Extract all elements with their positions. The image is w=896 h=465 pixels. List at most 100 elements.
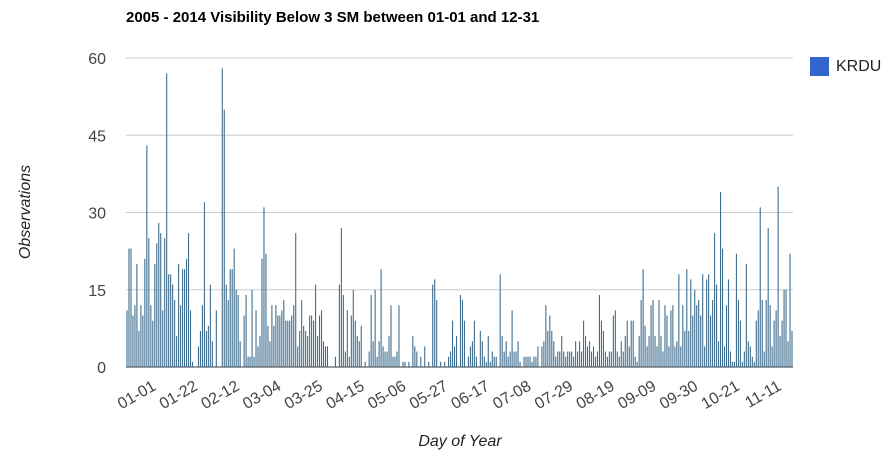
x-tick-label: 01-01 <box>115 378 159 413</box>
y-tick-label: 30 <box>88 206 106 223</box>
bar <box>334 356 336 367</box>
bar <box>307 336 309 367</box>
bar <box>737 300 739 367</box>
bars <box>126 68 793 368</box>
bar <box>545 305 547 367</box>
bar <box>686 269 688 367</box>
bar <box>658 300 660 367</box>
bar <box>279 315 281 367</box>
bar <box>743 351 745 367</box>
bar <box>565 356 567 367</box>
bar <box>698 300 700 367</box>
bar <box>452 320 454 367</box>
bar <box>247 356 249 367</box>
bar <box>751 356 753 367</box>
bar <box>654 336 656 367</box>
bar <box>682 305 684 367</box>
bar <box>535 356 537 367</box>
bar <box>735 253 737 367</box>
bar <box>529 356 531 367</box>
bar <box>553 341 555 367</box>
x-tick-label: 11-11 <box>742 378 784 412</box>
x-tick-label: 06-17 <box>449 378 493 413</box>
bar <box>763 351 765 367</box>
bar <box>489 361 491 367</box>
bar <box>448 356 450 367</box>
legend-swatch <box>810 57 829 76</box>
bar <box>408 361 410 367</box>
bar <box>531 361 533 367</box>
bar <box>700 315 702 367</box>
bar <box>158 222 160 367</box>
x-tick-label: 09-30 <box>657 378 701 413</box>
bar <box>720 191 722 367</box>
bar <box>533 356 535 367</box>
bar <box>227 300 229 367</box>
bar <box>382 346 384 367</box>
bar <box>779 336 781 367</box>
bar <box>614 310 616 367</box>
bar <box>344 351 346 367</box>
bar <box>759 207 761 367</box>
bar <box>725 305 728 367</box>
bar <box>487 336 489 367</box>
bar <box>503 351 505 367</box>
x-tick-label: 05-06 <box>365 378 409 413</box>
bar <box>166 73 168 367</box>
bar <box>495 356 497 367</box>
bar <box>281 310 283 367</box>
bar <box>263 207 265 367</box>
bar <box>541 346 543 367</box>
bar <box>624 336 626 367</box>
bar <box>346 310 348 367</box>
bar <box>384 351 386 367</box>
bar <box>537 346 539 367</box>
bar <box>517 341 519 367</box>
bar <box>215 310 217 367</box>
bar <box>575 341 577 367</box>
bar <box>509 351 511 367</box>
bar <box>638 336 640 367</box>
bar <box>148 238 150 367</box>
bar <box>436 300 438 367</box>
bar <box>596 351 599 367</box>
bar <box>235 289 237 367</box>
bar <box>571 351 573 367</box>
legend: KRDU <box>810 57 881 76</box>
bar <box>136 264 138 367</box>
bar <box>404 361 406 367</box>
bar <box>209 284 211 367</box>
bar <box>708 274 710 367</box>
x-tick-label: 10-21 <box>699 378 743 413</box>
bar <box>513 351 515 367</box>
bar <box>551 330 553 367</box>
bar <box>783 289 785 367</box>
bar <box>315 284 317 367</box>
bar <box>259 336 261 367</box>
bar <box>420 356 422 367</box>
bar <box>666 315 668 367</box>
bar <box>608 351 610 367</box>
bar <box>186 258 188 367</box>
bar <box>432 284 434 367</box>
bar <box>396 351 398 367</box>
bar <box>662 351 664 367</box>
x-tick-label: 01-22 <box>157 378 201 413</box>
bar <box>424 346 426 367</box>
bar <box>749 346 751 367</box>
bar <box>755 320 757 367</box>
bar <box>168 274 170 367</box>
bar <box>505 341 507 367</box>
bar <box>690 279 692 367</box>
bar <box>481 341 483 367</box>
bar <box>781 320 783 367</box>
bar <box>189 310 192 367</box>
bar <box>567 351 569 367</box>
bar <box>672 305 674 367</box>
bar <box>265 253 267 367</box>
bar <box>523 356 525 367</box>
bar <box>146 145 148 367</box>
bar <box>144 258 146 367</box>
bar <box>305 330 307 367</box>
bar <box>170 274 172 367</box>
